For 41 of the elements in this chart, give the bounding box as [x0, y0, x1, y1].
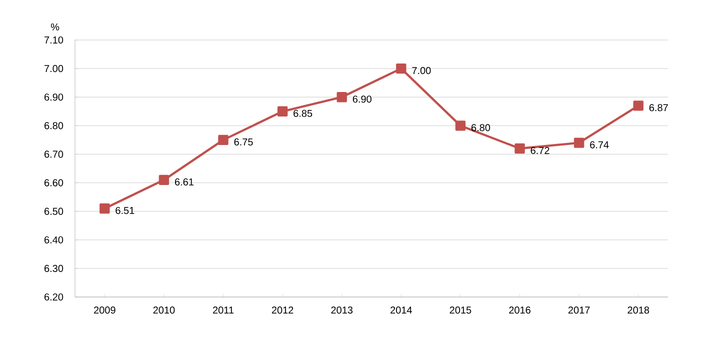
y-tick-label: 6.80: [44, 122, 64, 130]
x-tick-label: 2014: [390, 306, 412, 314]
text: 6.72: [530, 146, 550, 154]
text: 6.74: [590, 141, 609, 148]
point: [158, 174, 170, 186]
x-tick-label: 2010: [153, 306, 175, 314]
x-tick-label: 2016: [509, 306, 530, 314]
y-axis-title: %: [50, 23, 60, 30]
x-tick-label: 2018: [628, 306, 650, 314]
text: 6.75: [234, 138, 253, 146]
point: [100, 203, 110, 214]
point: [218, 134, 228, 146]
point: [574, 138, 584, 148]
x-tick-label: 2009: [94, 306, 116, 314]
text: 6.51: [116, 206, 134, 214]
text: 6.61: [174, 178, 194, 186]
x-tick-label: 2013: [331, 306, 353, 314]
point: [277, 106, 288, 116]
y-tick-label: 6.60: [44, 179, 64, 186]
y-tick-label: 6.90: [44, 94, 64, 101]
text: 6.80: [471, 124, 490, 132]
text: 6.87: [649, 104, 668, 112]
point: [396, 63, 406, 74]
x-tick-label: 2015: [450, 306, 472, 314]
y-tick-label: 6.50: [44, 208, 64, 215]
y-tick-label: 6.30: [44, 264, 64, 272]
y-tick-label: 6.70: [44, 150, 64, 158]
text: 7.00: [412, 67, 431, 74]
text: 6.90: [352, 96, 372, 103]
point: [455, 120, 466, 131]
x-tick-label: 2017: [568, 306, 590, 314]
x-tick-label: 2011: [213, 306, 234, 314]
point: [633, 100, 644, 111]
y-tick-label: 6.40: [44, 236, 64, 244]
x-tick-label: 2012: [272, 306, 294, 314]
text: 6.85: [294, 110, 312, 117]
point: [336, 92, 347, 102]
y-tick-label: 6.20: [44, 293, 64, 301]
y-tick-label: 7.10: [44, 36, 64, 44]
y-tick-label: 7.00: [44, 65, 64, 72]
point: [514, 143, 525, 154]
